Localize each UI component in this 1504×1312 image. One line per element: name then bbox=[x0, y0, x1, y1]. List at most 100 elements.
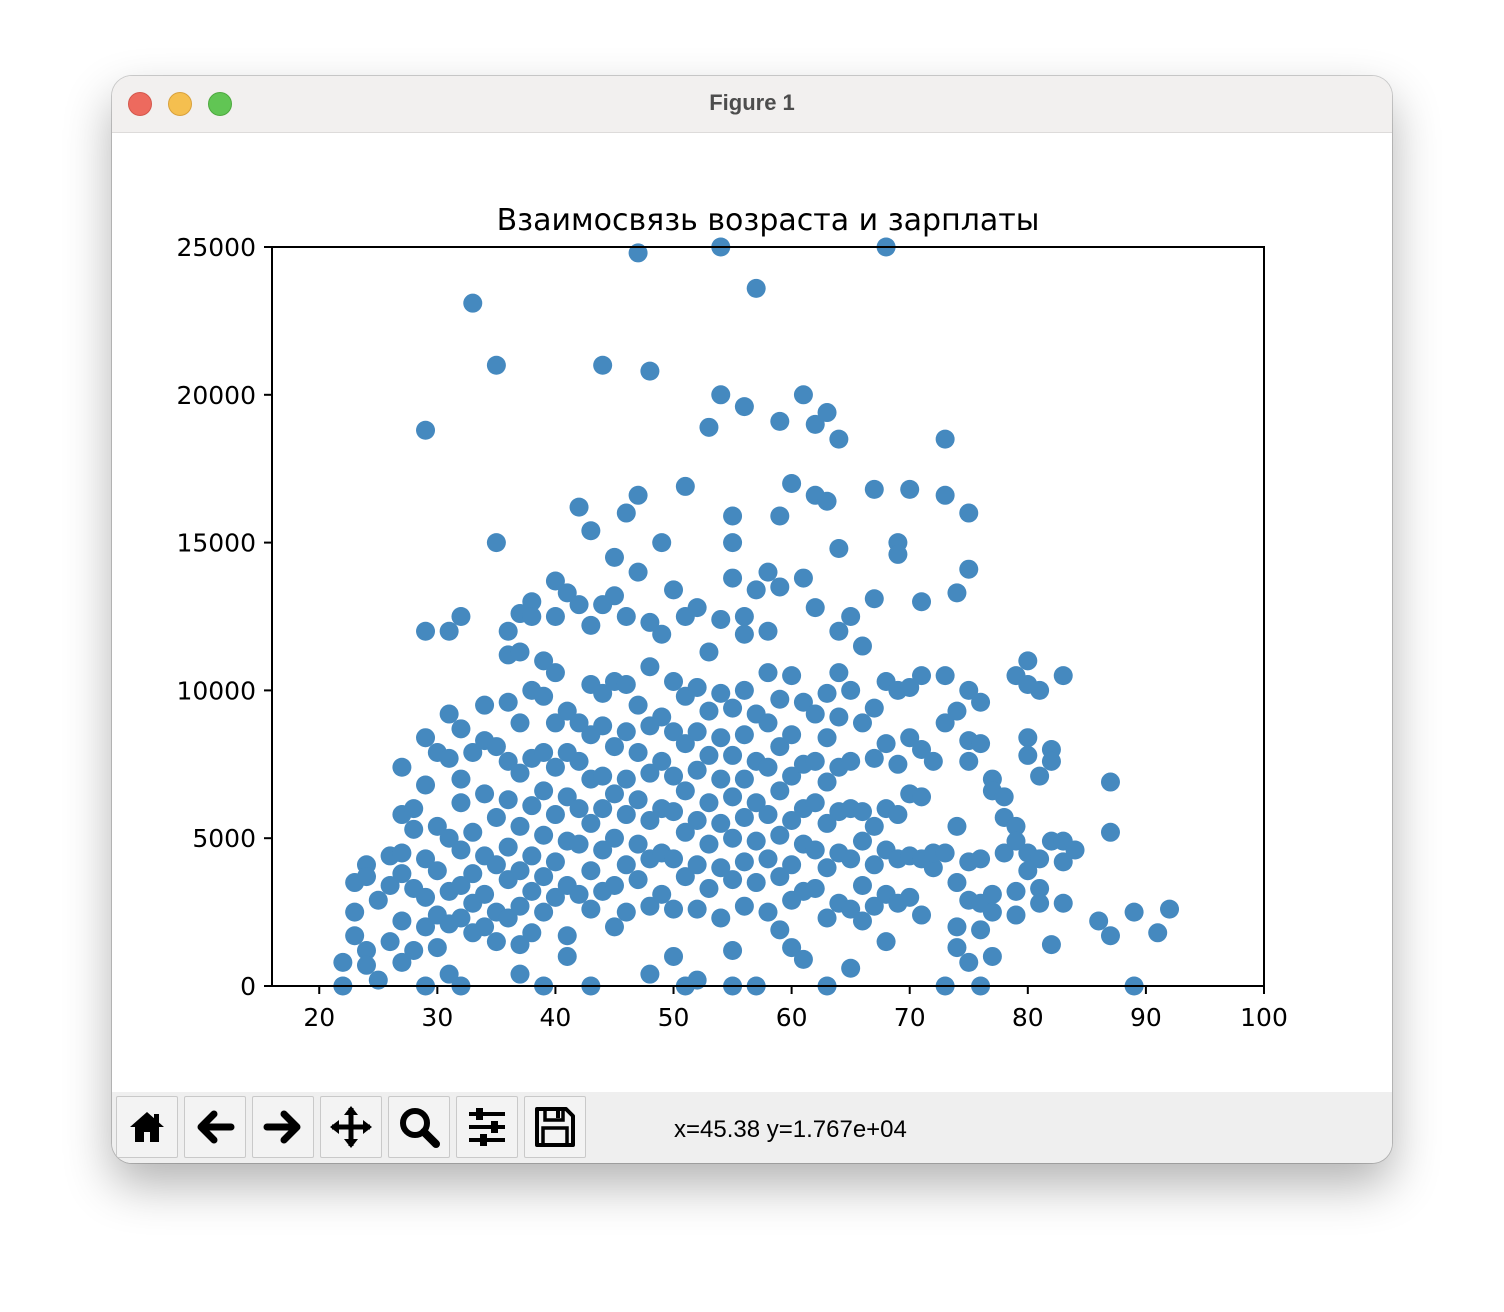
save-button[interactable] bbox=[524, 1096, 586, 1158]
scatter-point bbox=[758, 849, 778, 869]
scatter-point bbox=[356, 955, 376, 975]
scatter-point bbox=[616, 674, 636, 694]
scatter-point bbox=[852, 713, 872, 733]
scatter-point bbox=[817, 403, 837, 423]
forward-button[interactable] bbox=[252, 1096, 314, 1158]
scatter-point bbox=[935, 485, 955, 505]
axes-frame bbox=[271, 246, 1265, 987]
scatter-point bbox=[557, 787, 577, 807]
scatter-point bbox=[734, 769, 754, 789]
x-tick-label: 50 bbox=[658, 1003, 690, 1032]
scatter-point bbox=[628, 243, 648, 263]
scatter-point bbox=[734, 725, 754, 745]
scatter-point bbox=[770, 506, 790, 526]
scatter-point bbox=[427, 816, 447, 836]
scatter-point bbox=[557, 926, 577, 946]
y-tick-label: 15000 bbox=[176, 529, 256, 558]
scatter-point bbox=[746, 831, 766, 851]
scatter-point bbox=[498, 751, 518, 771]
scatter-point bbox=[522, 846, 542, 866]
scatter-point bbox=[534, 651, 554, 671]
scatter-point bbox=[770, 781, 790, 801]
scatter-point bbox=[711, 728, 731, 748]
scatter-point bbox=[1100, 926, 1120, 946]
scatter-point bbox=[1030, 680, 1050, 700]
scatter-point bbox=[534, 686, 554, 706]
scatter-point bbox=[734, 624, 754, 644]
scatter-point bbox=[534, 742, 554, 762]
scatter-point bbox=[888, 754, 908, 774]
scatter-point bbox=[628, 695, 648, 715]
scatter-point bbox=[1065, 840, 1085, 860]
scatter-point bbox=[711, 609, 731, 629]
scatter-point bbox=[1100, 822, 1120, 842]
scatter-point bbox=[1030, 766, 1050, 786]
figure-canvas[interactable]: Взаимосвязь возраста и зарплаты 20 30 40 50… bbox=[112, 133, 1392, 1091]
scatter-point bbox=[628, 870, 648, 890]
scatter-point bbox=[734, 808, 754, 828]
x-tick-label: 70 bbox=[894, 1003, 926, 1032]
scatter-point bbox=[782, 666, 802, 686]
scatter-point bbox=[723, 506, 743, 526]
scatter-point bbox=[545, 607, 565, 626]
scatter-point bbox=[1053, 893, 1073, 913]
scatter-point bbox=[793, 568, 813, 588]
scatter-point bbox=[923, 858, 943, 878]
scatter-point bbox=[912, 740, 932, 760]
home-button[interactable] bbox=[116, 1096, 178, 1158]
scatter-point bbox=[687, 677, 707, 697]
minimize-window-button[interactable] bbox=[168, 92, 192, 116]
y-tick-label: 0 bbox=[240, 972, 256, 1001]
scatter-point bbox=[758, 621, 778, 641]
title-bar[interactable]: Figure 1 bbox=[112, 76, 1392, 133]
back-button[interactable] bbox=[184, 1096, 246, 1158]
scatter-point bbox=[746, 793, 766, 813]
scatter-point bbox=[640, 612, 660, 632]
scatter-point bbox=[616, 607, 636, 626]
scatter-point bbox=[699, 793, 719, 813]
scatter-point bbox=[416, 420, 436, 440]
scatter-point bbox=[404, 941, 424, 961]
scatter-point bbox=[439, 621, 459, 641]
scatter-point bbox=[817, 772, 837, 792]
pan-button[interactable] bbox=[320, 1096, 382, 1158]
scatter-point bbox=[864, 855, 884, 875]
scatter-point bbox=[652, 707, 672, 727]
scatter-point bbox=[628, 562, 648, 582]
scatter-point bbox=[1100, 772, 1120, 792]
maximize-window-button[interactable] bbox=[208, 92, 232, 116]
scatter-point bbox=[746, 873, 766, 893]
scatter-point bbox=[368, 970, 388, 990]
scatter-point bbox=[711, 858, 731, 878]
scatter-point bbox=[723, 941, 743, 961]
scatter-point bbox=[900, 677, 920, 697]
scatter-point bbox=[746, 278, 766, 298]
configure-subplots-button[interactable] bbox=[456, 1096, 518, 1158]
scatter-point bbox=[723, 533, 743, 553]
navigation-toolbar: x=45.38 y=1.767e+04 bbox=[112, 1092, 1392, 1163]
scatter-point bbox=[1053, 852, 1073, 872]
scatter-point bbox=[1006, 816, 1026, 836]
scatter-point bbox=[711, 769, 731, 789]
scatter-point bbox=[734, 896, 754, 916]
zoom-button[interactable] bbox=[388, 1096, 450, 1158]
scatter-point bbox=[782, 855, 802, 875]
scatter-point bbox=[841, 899, 861, 919]
scatter-point bbox=[935, 666, 955, 686]
scatter-point bbox=[664, 672, 684, 692]
scatter-point bbox=[486, 737, 506, 757]
scatter-point bbox=[486, 533, 506, 553]
scatter-point bbox=[604, 586, 624, 606]
scatter-point bbox=[1148, 923, 1168, 943]
scatter-point bbox=[675, 476, 695, 496]
magnifier-icon bbox=[400, 1108, 440, 1148]
scatter-point bbox=[1006, 831, 1026, 851]
scatter-point bbox=[935, 843, 955, 863]
close-window-button[interactable] bbox=[128, 92, 152, 116]
scatter-point bbox=[734, 607, 754, 626]
scatter-point bbox=[593, 799, 613, 819]
scatter-point bbox=[581, 861, 601, 881]
scatter-point bbox=[380, 932, 400, 952]
scatter-point bbox=[427, 861, 447, 881]
chart-title: Взаимосвязь возраста и зарплаты bbox=[497, 203, 1040, 238]
